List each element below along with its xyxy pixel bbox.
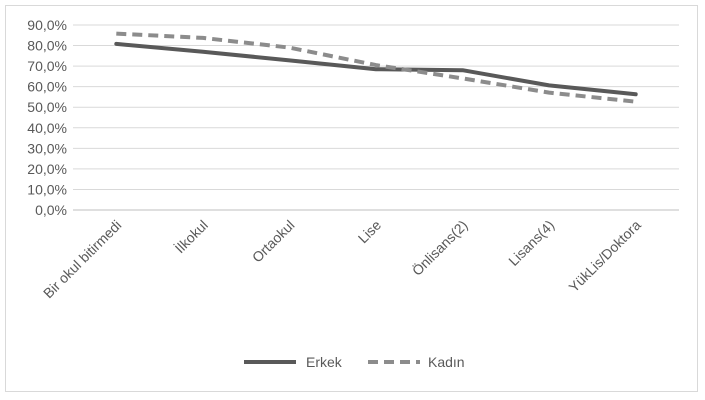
x-tick-label: Ortaokul [249,217,298,266]
series-line-kadin [116,31,636,104]
x-tick-label: Önlisans(2) [408,216,471,279]
legend: Erkek Kadın [244,354,465,370]
y-tick-label: 20,0% [27,161,67,177]
legend-label: Kadın [428,354,465,370]
x-tick-label: YükLis/Doktora [565,217,644,296]
y-tick-label: 40,0% [27,120,67,136]
x-tick-label: Bir okul bitirmedi [40,217,124,301]
gridlines [73,24,679,211]
y-tick-label: 10,0% [27,181,67,197]
line-chart: 0,0% 10,0% 20,0% 30,0% 40,0% 50,0% 60,0% 70,0% 8… [27,17,679,370]
y-tick-label: 60,0% [27,79,67,95]
y-tick-label: 30,0% [27,140,67,156]
y-tick-label: 80,0% [27,38,67,54]
y-tick-label: 70,0% [27,58,67,74]
y-tick-label: 90,0% [27,17,67,33]
y-tick-label: 0,0% [35,202,67,218]
x-axis-tick-labels: Bir okul bitirmedi İlkokul Ortaokul Lise Önl… [40,216,644,301]
x-tick-label: Lisans(4) [505,217,557,269]
series-line-erkek [114,41,638,97]
series-lines [114,31,638,104]
chart-frame: 0,0% 10,0% 20,0% 30,0% 40,0% 50,0% 60,0% 70,0% 8… [5,5,698,392]
y-axis-tick-labels: 0,0% 10,0% 20,0% 30,0% 40,0% 50,0% 60,0% 70,0% 8… [27,17,67,218]
x-tick-label: Lise [355,217,385,247]
legend-label: Erkek [306,354,343,370]
y-tick-label: 50,0% [27,99,67,115]
x-tick-label: İlkokul [171,216,211,256]
